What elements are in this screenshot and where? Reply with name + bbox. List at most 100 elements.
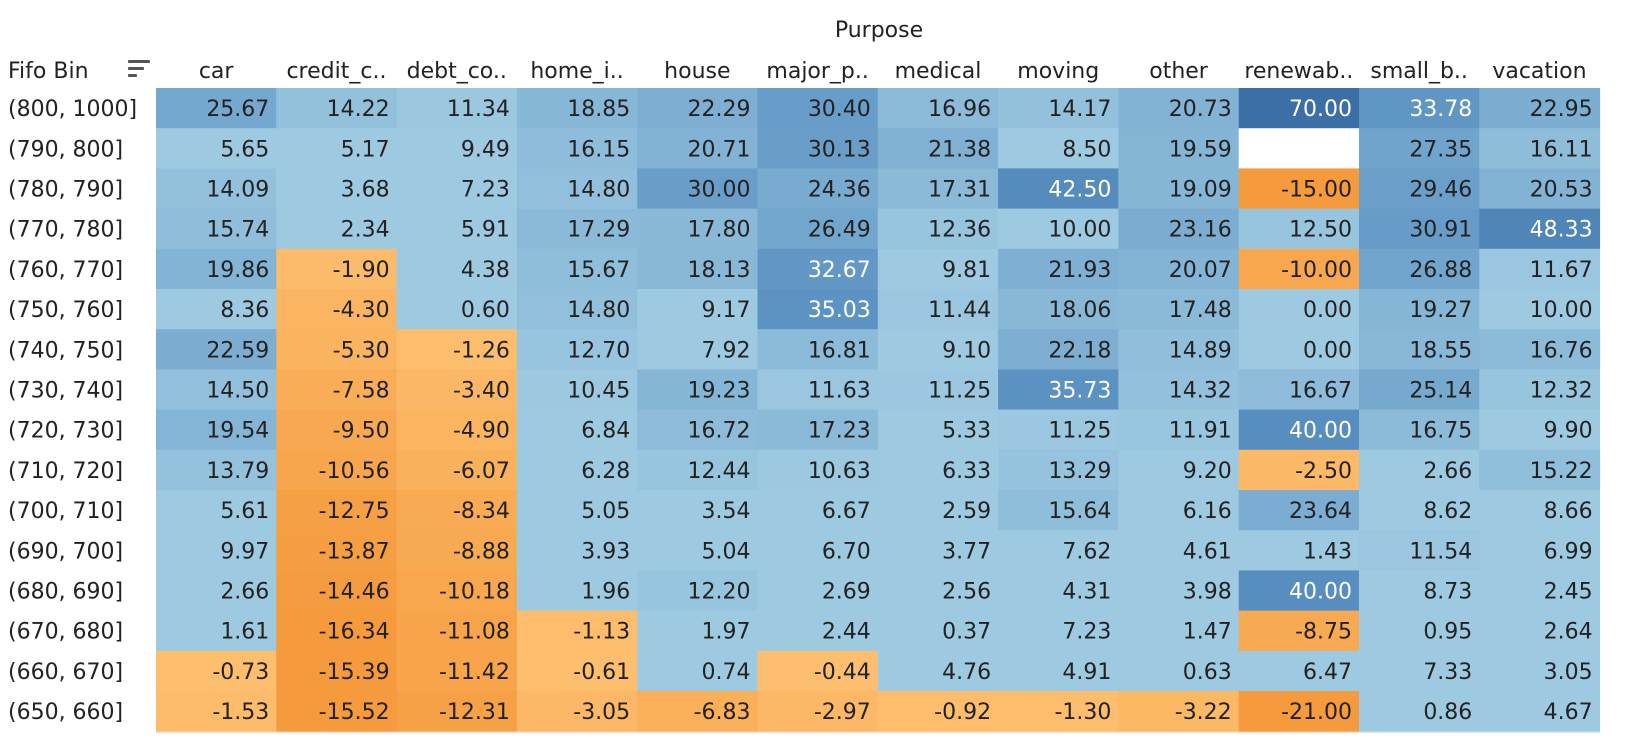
heatmap-cell xyxy=(396,289,518,330)
heatmap-cell xyxy=(396,208,518,250)
heatmap-cell xyxy=(276,369,398,411)
heatmap-cell xyxy=(877,369,999,411)
sort-bar-3 xyxy=(128,74,137,77)
heatmap-cell xyxy=(877,490,999,531)
cell-value-label: 18.06 xyxy=(1048,298,1111,323)
heatmap-cell xyxy=(1118,289,1240,330)
cell-value-label: 8.66 xyxy=(1544,499,1593,524)
sort-descending-icon[interactable] xyxy=(128,58,154,80)
cell-value-label: 25.67 xyxy=(206,97,269,122)
cell-value-label: 14.50 xyxy=(206,379,269,404)
cell-value-label: 1.96 xyxy=(581,580,630,605)
heatmap-cell xyxy=(1479,650,1601,692)
heatmap-cell xyxy=(637,530,758,571)
heatmap-cell xyxy=(156,409,277,451)
heatmap-cell xyxy=(1118,128,1240,169)
heatmap-cell xyxy=(637,650,758,692)
cell-value-label: 18.55 xyxy=(1409,338,1472,363)
cell-value-label: 5.91 xyxy=(461,218,510,243)
cell-value-label: 70.00 xyxy=(1289,97,1352,122)
heatmap-cell xyxy=(1479,570,1601,612)
heatmap-cell xyxy=(637,128,758,169)
heatmap-cell xyxy=(1479,691,1601,732)
cell-value-label: -4.30 xyxy=(333,298,390,323)
cell-value-label: 22.18 xyxy=(1048,338,1111,363)
cell-value-label: 9.17 xyxy=(702,298,751,323)
cell-value-label: 22.59 xyxy=(206,338,269,363)
cell-value-label: 16.76 xyxy=(1530,338,1593,363)
heatmap-cell xyxy=(877,691,999,732)
heatmap-cell xyxy=(396,329,518,370)
cell-value-label: 15.74 xyxy=(206,218,269,243)
heatmap-cell xyxy=(156,248,277,290)
heatmap-cell xyxy=(1479,128,1601,169)
heatmap-cell xyxy=(1118,570,1240,612)
heatmap-cell xyxy=(156,650,277,692)
heatmap-cell xyxy=(1479,530,1601,571)
cell-value-label: 11.67 xyxy=(1530,258,1593,283)
cell-value-label: 7.92 xyxy=(702,338,751,363)
heatmap-cell xyxy=(637,369,758,411)
column-header: moving xyxy=(1017,59,1099,84)
heatmap-cell xyxy=(1238,208,1360,250)
row-label: (750, 760] xyxy=(8,298,123,323)
heatmap-cell xyxy=(156,610,277,652)
heatmap-cell xyxy=(1359,490,1480,531)
heatmap-cell xyxy=(1118,329,1240,370)
heatmap-cell xyxy=(516,208,638,250)
cell-value-label: 3.93 xyxy=(581,539,630,564)
heatmap-cell xyxy=(637,248,758,290)
cell-value-label: 5.17 xyxy=(341,137,390,162)
heatmap-cell xyxy=(156,490,277,531)
heatmap-cell xyxy=(877,610,999,652)
column-header: car xyxy=(199,59,235,84)
sort-bar-2 xyxy=(128,67,144,70)
heatmap-cell xyxy=(276,449,398,491)
heatmap-cell xyxy=(1238,289,1360,330)
row-label: (700, 710] xyxy=(8,499,123,524)
cell-value-label: -16.34 xyxy=(319,620,390,645)
cell-value-label: 14.32 xyxy=(1169,379,1232,404)
cell-value-label: 27.35 xyxy=(1409,137,1472,162)
heatmap-cell xyxy=(637,289,758,330)
heatmap-cell xyxy=(1118,610,1240,652)
cell-value-label: -8.75 xyxy=(1295,620,1352,645)
column-header: other xyxy=(1149,59,1209,84)
cell-value-label: 11.63 xyxy=(808,379,871,404)
cell-value-label: 7.23 xyxy=(1062,620,1111,645)
cell-value-label: 13.79 xyxy=(206,459,269,484)
heatmap-cell xyxy=(998,570,1119,612)
heatmap-cell xyxy=(396,691,518,732)
column-headers: car credit_c.. debt_co.. home_i.. house major… xyxy=(199,59,1587,84)
cell-value-label: 20.73 xyxy=(1169,97,1232,122)
cell-value-label: 10.45 xyxy=(567,379,630,404)
cell-value-label: 20.53 xyxy=(1530,178,1593,203)
heatmap-cell xyxy=(396,610,518,652)
heatmap-cell xyxy=(156,329,277,370)
cell-value-label: -1.30 xyxy=(1054,700,1111,725)
cell-value-label: 11.34 xyxy=(447,97,510,122)
cell-value-label: 9.10 xyxy=(942,338,991,363)
cell-value-label: -10.18 xyxy=(439,580,510,605)
heatmap-cell xyxy=(998,208,1119,250)
cell-value-label: 18.13 xyxy=(688,258,751,283)
cell-value-label: 12.32 xyxy=(1530,379,1593,404)
heatmap-cell xyxy=(1479,329,1601,370)
heatmap-cell xyxy=(396,168,518,210)
heatmap-cell xyxy=(1359,530,1480,571)
cell-value-label: 13.29 xyxy=(1048,459,1111,484)
heatmap-cell xyxy=(516,248,638,290)
heatmap-cell xyxy=(877,88,999,129)
heatmap-cell xyxy=(276,248,398,290)
heatmap-cell xyxy=(877,208,999,250)
cell-value-label: 35.73 xyxy=(1048,379,1111,404)
heatmap-cell xyxy=(1238,449,1360,491)
cell-value-label: 0.00 xyxy=(1303,298,1352,323)
heatmap-cell xyxy=(1359,449,1480,491)
cell-value-label: 26.49 xyxy=(808,218,871,243)
cell-value-label: 7.62 xyxy=(1062,539,1111,564)
cell-value-label: 40.00 xyxy=(1289,419,1352,444)
cell-value-label: 2.59 xyxy=(942,499,991,524)
heatmap-cell xyxy=(998,650,1119,692)
